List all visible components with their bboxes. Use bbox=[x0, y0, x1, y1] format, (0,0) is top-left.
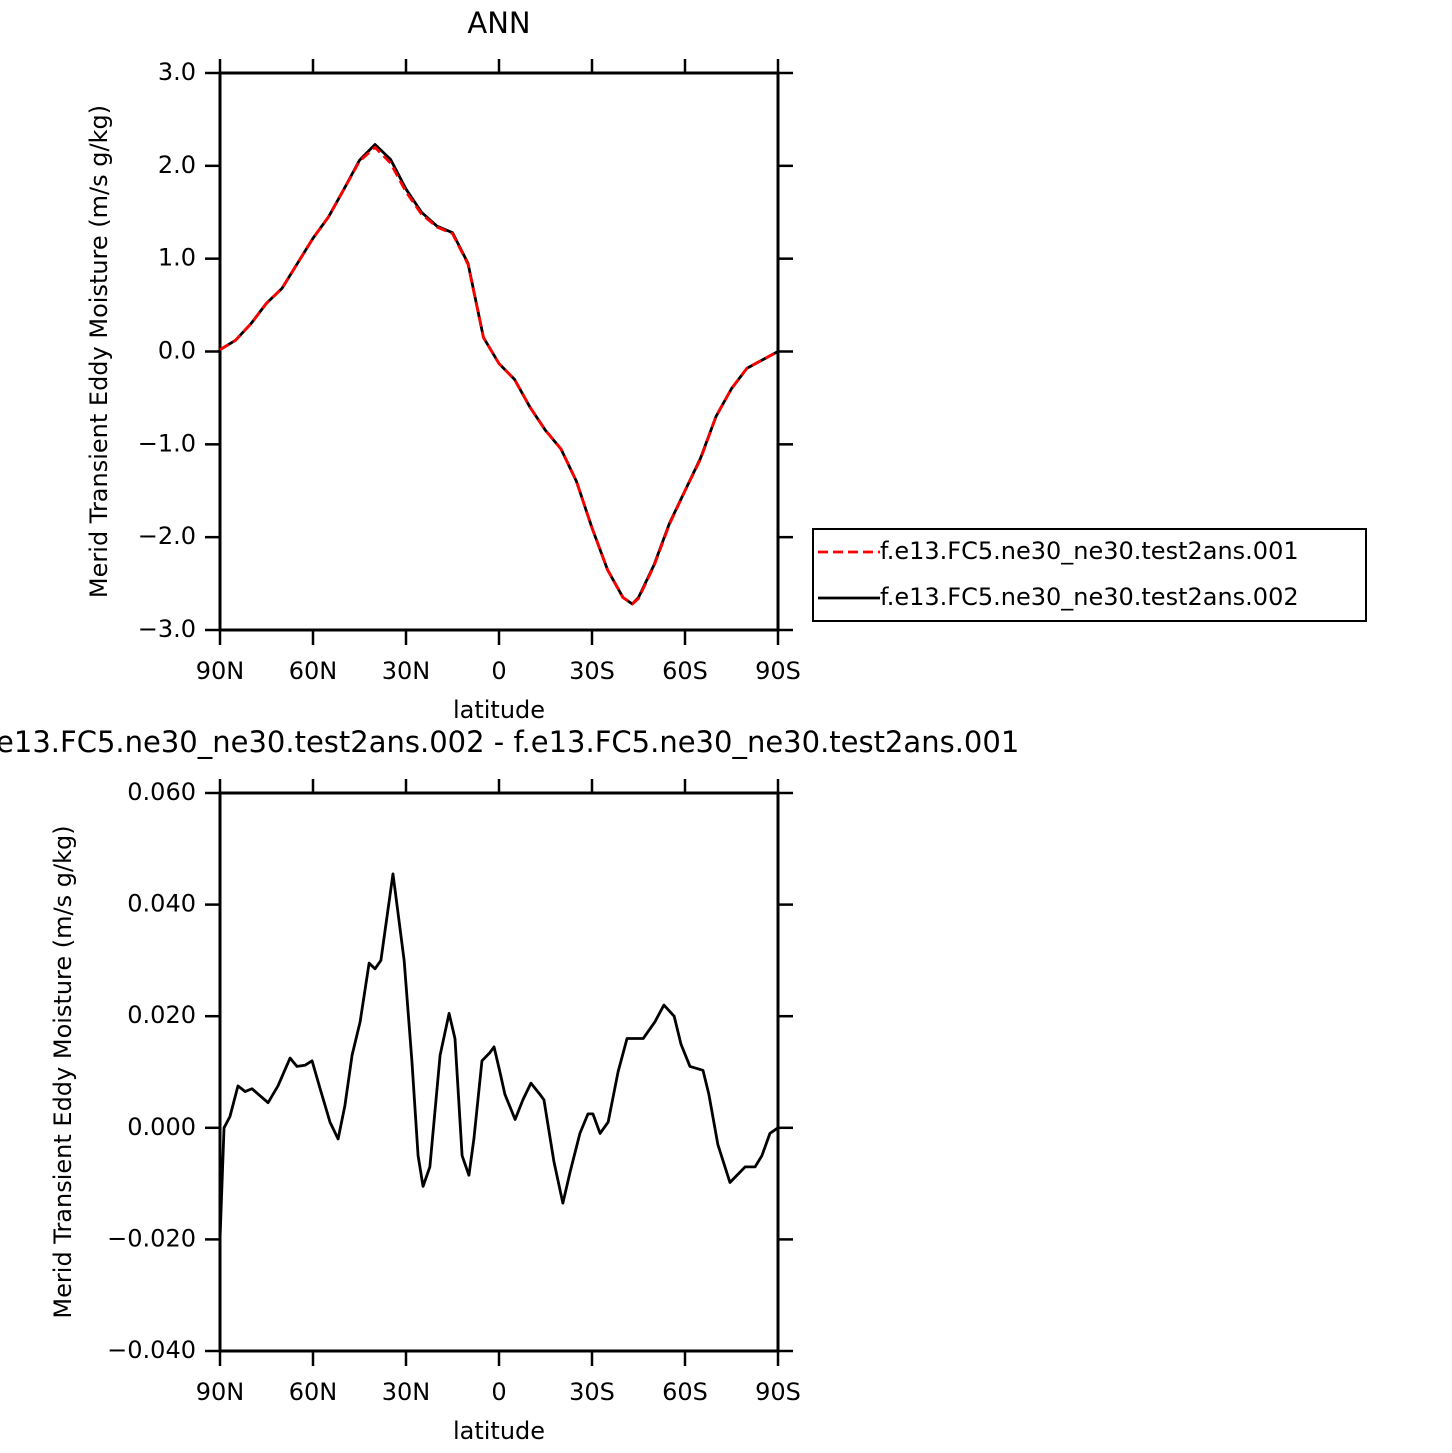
legend-label: f.e13.FC5.ne30_ne30.test2ans.002 bbox=[880, 583, 1299, 611]
y-tick-label: 2.0 bbox=[158, 151, 196, 179]
y-tick-label: −0.020 bbox=[107, 1224, 196, 1252]
y-axis-label: Merid Transient Eddy Moisture (m/s g/kg) bbox=[49, 825, 77, 1318]
series-line bbox=[219, 143, 779, 606]
x-tick-label: 60N bbox=[289, 657, 338, 685]
x-tick-label: 60S bbox=[662, 1378, 708, 1406]
y-tick-label: 0.040 bbox=[127, 890, 196, 918]
legend-label: f.e13.FC5.ne30_ne30.test2ans.001 bbox=[880, 537, 1299, 565]
chart-title: ANN bbox=[467, 6, 530, 40]
plot-frame bbox=[218, 71, 780, 632]
y-tick-label: −2.0 bbox=[138, 522, 196, 550]
y-tick-label: −3.0 bbox=[138, 615, 196, 643]
x-tick-label: 0 bbox=[491, 1378, 506, 1406]
x-tick-label: 30N bbox=[382, 657, 431, 685]
plot-frame bbox=[218, 791, 780, 1353]
x-tick-label: 30S bbox=[569, 657, 615, 685]
x-tick-label: 60N bbox=[289, 1378, 338, 1406]
x-tick-label: 90N bbox=[196, 1378, 245, 1406]
series-line bbox=[219, 145, 779, 606]
x-tick-label: 90S bbox=[755, 657, 801, 685]
y-tick-label: 0.060 bbox=[127, 778, 196, 806]
y-tick-label: 0.0 bbox=[158, 337, 196, 365]
y-tick-label: 0.020 bbox=[127, 1001, 196, 1029]
x-tick-label: 90S bbox=[755, 1378, 801, 1406]
x-tick-label: 90N bbox=[196, 657, 245, 685]
y-tick-label: 0.000 bbox=[127, 1113, 196, 1141]
series-line bbox=[218, 872, 779, 1240]
y-axis-label: Merid Transient Eddy Moisture (m/s g/kg) bbox=[85, 105, 113, 598]
x-tick-label: 0 bbox=[491, 657, 506, 685]
y-tick-label: 3.0 bbox=[158, 58, 196, 86]
chart-title: f.e13.FC5.ne30_ne30.test2ans.002 - f.e13… bbox=[0, 725, 1019, 759]
y-tick-label: 1.0 bbox=[158, 244, 196, 272]
y-tick-label: −0.040 bbox=[107, 1336, 196, 1364]
x-tick-label: 30S bbox=[569, 1378, 615, 1406]
x-axis-label: latitude bbox=[453, 1417, 545, 1445]
x-tick-label: 60S bbox=[662, 657, 708, 685]
x-tick-label: 30N bbox=[382, 1378, 431, 1406]
y-tick-label: −1.0 bbox=[138, 429, 196, 457]
legend-box bbox=[812, 528, 1367, 622]
x-axis-label: latitude bbox=[453, 696, 545, 724]
